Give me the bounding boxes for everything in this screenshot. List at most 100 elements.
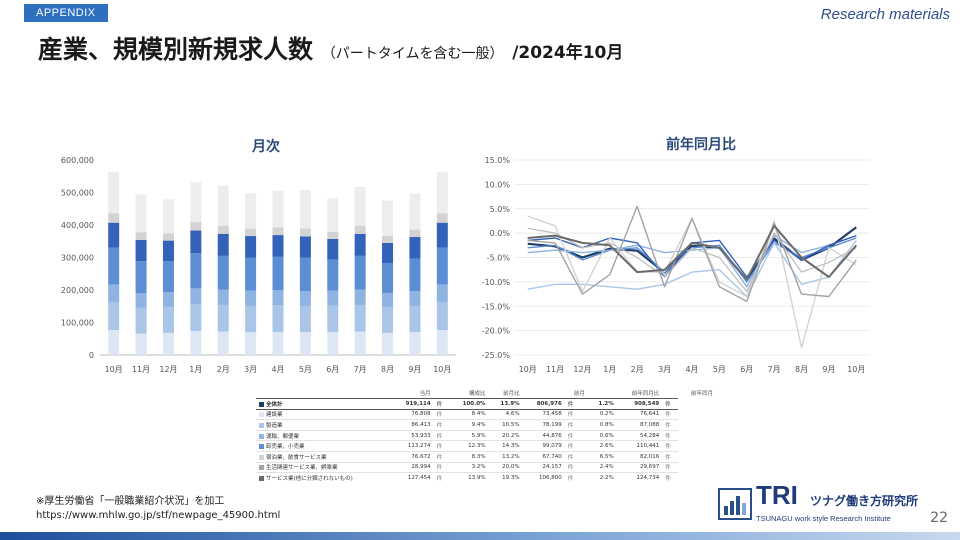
table-cell: 67,740 <box>522 450 565 463</box>
bar-segment <box>272 305 284 332</box>
table-row: 全体計 919,114 件 100.0% 13.9% 806,976 件 1.2% 908,54… <box>256 398 716 410</box>
table-cell: 124,734 <box>616 472 663 484</box>
bar-segment <box>409 332 421 355</box>
page-title: 産業、規模別新規求人数 （パートタイムを含む一般） /2024年10月 <box>38 30 623 66</box>
legend-swatch <box>259 444 264 450</box>
x-tick-label: 2月 <box>217 365 230 374</box>
x-tick-label: 8月 <box>381 365 394 374</box>
table-header-cell: 構成比 <box>469 391 486 397</box>
bar-segment <box>436 171 448 214</box>
bar-segment <box>108 247 120 285</box>
yoy-line-chart: 15.0% 10.0% 5.0% 0.0% -5.0% -10.0% -15.0% -20.0… <box>482 156 870 374</box>
y-tick-label: -15.0% <box>482 302 511 311</box>
y-tick-label: 400,000 <box>61 221 94 230</box>
table-header-cell <box>523 388 565 399</box>
bar-segment <box>409 258 421 291</box>
bar-segment <box>162 233 174 241</box>
table-cell: 件 <box>433 419 450 431</box>
table-cell: 6.5% <box>587 450 617 463</box>
bar-segment <box>108 301 120 331</box>
table-cell: 113,274 <box>391 440 434 452</box>
table-cell: 19.3% <box>488 472 523 484</box>
table-cell: 件 <box>564 398 588 410</box>
x-tick-label: 9月 <box>408 365 421 374</box>
bar-segment <box>217 304 229 332</box>
bar-segment <box>272 256 284 290</box>
y-tick-label: 5.0% <box>490 205 511 214</box>
bar-segment <box>245 305 257 333</box>
table-cell: 0.6% <box>587 429 617 441</box>
legend-swatch <box>259 422 264 428</box>
x-tick-label: 11月 <box>546 365 564 374</box>
bar-segment <box>162 292 174 307</box>
table-cell: 2.4% <box>587 461 617 473</box>
series-line <box>527 227 857 293</box>
bar-segment <box>245 257 257 291</box>
bar-segment <box>190 222 202 231</box>
source-url[interactable]: https://www.mhlw.go.jp/stf/newpage_45900… <box>36 510 281 521</box>
tri-logo: TRI ツナグ働き方研究所 TSUNAGU work style Researc… <box>718 480 926 530</box>
bar-segment <box>272 227 284 236</box>
bar-segment <box>327 331 339 355</box>
x-tick-label: 10月 <box>519 365 537 374</box>
x-tick-label: 6月 <box>326 365 339 374</box>
table-cell: 0.2% <box>587 408 617 420</box>
table-cell: 件 <box>433 461 450 473</box>
table-header-cell <box>256 388 392 399</box>
bar-segment <box>382 292 394 308</box>
bar-segment <box>354 233 366 256</box>
x-tick-label: 5月 <box>713 365 726 374</box>
table-header-cell: 前月比 <box>503 391 520 397</box>
row-label: 建設業 <box>256 408 392 420</box>
row-label: 卸売業、小売業 <box>256 440 392 452</box>
bar-segment <box>135 293 147 308</box>
table-cell: 件 <box>564 419 588 431</box>
yoy-chart-title: 前年同月比 <box>666 137 736 153</box>
table-cell: 件 <box>433 472 450 484</box>
bar-segment <box>436 301 448 331</box>
row-label: 宿泊業、飲食サービス業 <box>256 450 392 463</box>
row-label: サービス業(他に分類されないもの) <box>256 472 392 484</box>
x-tick-label: 5月 <box>299 365 312 374</box>
x-tick-label: 9月 <box>822 365 835 374</box>
y-tick-label: -25.0% <box>482 351 511 360</box>
table-cell: 件 <box>564 408 588 420</box>
table-cell: 76,641 <box>616 408 663 420</box>
x-tick-label: 12月 <box>159 365 177 374</box>
row-label: 製造業 <box>256 419 392 431</box>
table-cell: 件 <box>662 450 678 463</box>
table-cell: 件 <box>433 440 450 452</box>
bar-segment <box>354 225 366 234</box>
bar-segment <box>108 284 120 302</box>
table-cell: 53,933 <box>391 429 434 441</box>
table-cell: 100.0% <box>449 398 489 410</box>
bar-segment <box>382 242 394 264</box>
table-cell: 件 <box>433 450 450 463</box>
bar-segment <box>135 261 147 294</box>
bar-segment <box>299 305 311 333</box>
x-tick-label: 7月 <box>354 365 367 374</box>
bar-segment <box>217 331 229 355</box>
x-tick-label: 6月 <box>740 365 753 374</box>
bar-segment <box>436 247 448 285</box>
series-line <box>527 205 857 303</box>
table-cell: 1.2% <box>587 398 617 410</box>
table-cell: 14.3% <box>488 440 523 452</box>
table-cell: 10.5% <box>488 419 523 431</box>
bar-segment <box>108 171 120 214</box>
table-row: 生活関連サービス業、娯楽業 28,994 件 3.2% 20.0% 24,157 件 2.4%… <box>256 461 716 473</box>
x-tick-label: 10月 <box>847 365 865 374</box>
bar-segment <box>409 305 421 333</box>
bar-segment <box>299 189 311 229</box>
bar-segment <box>190 303 202 331</box>
table-cell: 9.4% <box>449 419 489 431</box>
bar-segment <box>299 257 311 291</box>
table-cell: 44,876 <box>522 429 565 441</box>
table-cell: 24,157 <box>522 461 565 473</box>
logo-bars-icon <box>724 496 746 515</box>
bar-segment <box>272 331 284 355</box>
bar-segment <box>162 332 174 355</box>
table-cell: 8.4% <box>449 408 489 420</box>
x-tick-label: 3月 <box>244 365 257 374</box>
x-tick-label: 12月 <box>573 365 591 374</box>
